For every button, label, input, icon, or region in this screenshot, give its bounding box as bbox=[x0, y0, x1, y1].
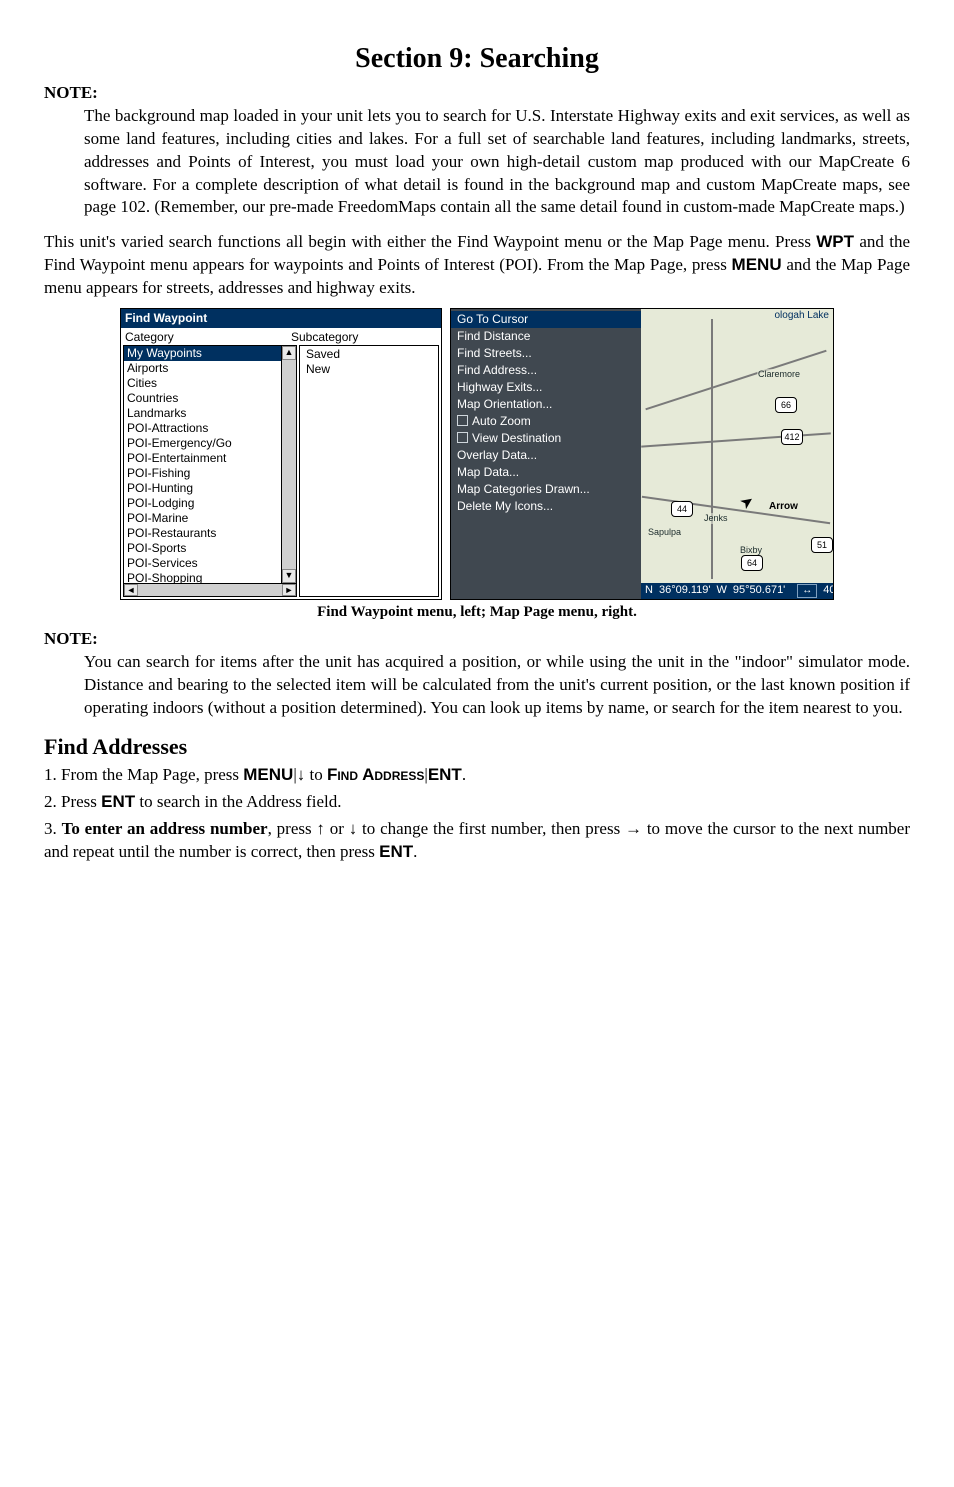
ent-key-2: ENT bbox=[101, 792, 135, 811]
vertical-scrollbar[interactable]: ▲ ▼ bbox=[281, 346, 296, 583]
category-listbox[interactable]: My WaypointsAirportsCitiesCountriesLandm… bbox=[123, 345, 297, 597]
route-shield: 64 bbox=[741, 555, 763, 571]
note1-label: NOTE: bbox=[44, 82, 910, 105]
menu-item[interactable]: Overlay Data... bbox=[451, 447, 641, 464]
menu-item[interactable]: Map Orientation... bbox=[451, 396, 641, 413]
menu-item[interactable]: Find Address... bbox=[451, 362, 641, 379]
find-waypoint-titlebar: Find Waypoint bbox=[121, 309, 441, 328]
note1-body: The background map loaded in your unit l… bbox=[84, 105, 910, 220]
map-view[interactable]: ologah Lake ClaremoreJenksSapulpaBixby 6… bbox=[641, 309, 833, 599]
lon-w: W bbox=[717, 584, 727, 598]
arrow-label: Arrow bbox=[769, 501, 798, 514]
list-item[interactable]: Landmarks bbox=[124, 406, 281, 421]
find-address-cmd: Find Address bbox=[327, 765, 424, 784]
figure-caption: Find Waypoint menu, left; Map Page menu,… bbox=[44, 602, 910, 622]
scroll-left-icon[interactable]: ◄ bbox=[124, 584, 138, 596]
scroll-down-icon[interactable]: ▼ bbox=[282, 569, 296, 583]
ent-key-3: ENT bbox=[379, 842, 413, 861]
lake-label: ologah Lake bbox=[775, 310, 830, 323]
list-item[interactable]: POI-Emergency/Go bbox=[124, 436, 281, 451]
step1-a: 1. From the Map Page, press bbox=[44, 765, 243, 784]
find-waypoint-panel: Find Waypoint Category Subcategory My Wa… bbox=[120, 308, 442, 600]
list-item[interactable]: Saved bbox=[303, 347, 435, 362]
lat-n: N bbox=[645, 584, 653, 598]
list-item[interactable]: POI-Services bbox=[124, 556, 281, 571]
step3-c: . bbox=[413, 842, 417, 861]
subcategory-header: Subcategory bbox=[291, 330, 437, 345]
note2-label: NOTE: bbox=[44, 628, 910, 651]
list-item[interactable]: POI-Fishing bbox=[124, 466, 281, 481]
ent-key-1: ENT bbox=[428, 765, 462, 784]
menu-key-2: MENU bbox=[243, 765, 293, 784]
map-page-panel: Go To CursorFind DistanceFind Streets...… bbox=[450, 308, 834, 600]
map-town-label: Claremore bbox=[757, 369, 801, 380]
route-shield: 412 bbox=[781, 429, 803, 445]
list-item[interactable]: Cities bbox=[124, 376, 281, 391]
wpt-key: WPT bbox=[816, 232, 854, 251]
menu-item[interactable]: View Destination bbox=[451, 430, 641, 447]
step3-bold: To enter an address number bbox=[62, 819, 268, 838]
step2-b: to search in the Address field. bbox=[135, 792, 341, 811]
subcategory-listbox[interactable]: SavedNew bbox=[299, 345, 439, 597]
category-header: Category bbox=[125, 330, 291, 345]
list-item[interactable]: Airports bbox=[124, 361, 281, 376]
list-item[interactable]: POI-Restaurants bbox=[124, 526, 281, 541]
list-item[interactable]: POI-Attractions bbox=[124, 421, 281, 436]
section-title: Section 9: Searching bbox=[44, 40, 910, 78]
scroll-right-icon[interactable]: ► bbox=[282, 584, 296, 596]
find-addresses-heading: Find Addresses bbox=[44, 732, 910, 762]
list-item[interactable]: New bbox=[303, 362, 435, 377]
note2-body: You can search for items after the unit … bbox=[84, 651, 910, 720]
menu-item[interactable]: Highway Exits... bbox=[451, 379, 641, 396]
horizontal-scrollbar[interactable]: ◄ ► bbox=[124, 583, 296, 596]
list-item[interactable]: POI-Entertainment bbox=[124, 451, 281, 466]
list-item[interactable]: POI-Sports bbox=[124, 541, 281, 556]
route-shield: 44 bbox=[671, 501, 693, 517]
para1-a: This unit's varied search functions all … bbox=[44, 232, 816, 251]
menu-key: MENU bbox=[732, 255, 782, 274]
map-town-label: Sapulpa bbox=[647, 527, 682, 538]
latitude: 36°09.119' bbox=[659, 584, 711, 598]
step-2: 2. Press ENT to search in the Address fi… bbox=[44, 791, 910, 814]
step1-b: |↓ to bbox=[293, 765, 327, 784]
list-item[interactable]: POI-Hunting bbox=[124, 481, 281, 496]
list-item[interactable]: POI-Marine bbox=[124, 511, 281, 526]
route-shield: 66 bbox=[775, 397, 797, 413]
list-item[interactable]: POI-Shopping bbox=[124, 571, 281, 583]
list-item[interactable]: POI-Lodging bbox=[124, 496, 281, 511]
list-item[interactable]: My Waypoints bbox=[124, 346, 281, 361]
step-3: 3. To enter an address number, press ↑ o… bbox=[44, 818, 910, 864]
menu-item[interactable]: Find Streets... bbox=[451, 345, 641, 362]
longitude: 95°50.671' bbox=[733, 584, 785, 598]
map-town-label: Jenks bbox=[703, 513, 729, 524]
scroll-up-icon[interactable]: ▲ bbox=[282, 346, 296, 360]
intro-para: This unit's varied search functions all … bbox=[44, 231, 910, 300]
menu-item[interactable]: Delete My Icons... bbox=[451, 498, 641, 515]
pan-icon: ↔ bbox=[797, 584, 817, 599]
menu-item[interactable]: Map Data... bbox=[451, 464, 641, 481]
column-headers: Category Subcategory bbox=[121, 328, 441, 345]
route-shield: 51 bbox=[811, 537, 833, 553]
step3-a: 3. bbox=[44, 819, 62, 838]
step2-a: 2. Press bbox=[44, 792, 101, 811]
step-1: 1. From the Map Page, press MENU|↓ to Fi… bbox=[44, 764, 910, 787]
step1-d: . bbox=[462, 765, 466, 784]
scale-distance: 40mi bbox=[823, 584, 833, 598]
menu-item[interactable]: Map Categories Drawn... bbox=[451, 481, 641, 498]
menu-item[interactable]: Find Distance bbox=[451, 328, 641, 345]
list-item[interactable]: Countries bbox=[124, 391, 281, 406]
figure-row: Find Waypoint Category Subcategory My Wa… bbox=[44, 308, 910, 600]
map-statusbar: N 36°09.119' W 95°50.671' ↔ 40mi bbox=[641, 583, 833, 599]
map-menu: Go To CursorFind DistanceFind Streets...… bbox=[451, 309, 641, 599]
menu-item[interactable]: Go To Cursor bbox=[451, 311, 641, 328]
menu-item[interactable]: Auto Zoom bbox=[451, 413, 641, 430]
